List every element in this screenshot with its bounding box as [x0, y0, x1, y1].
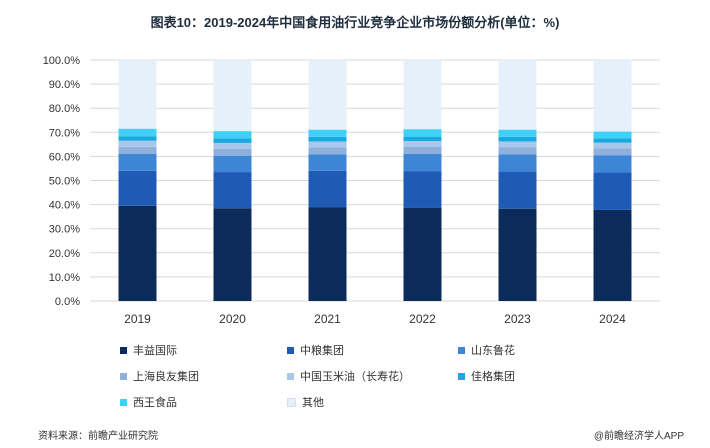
- bar-segment: [498, 208, 537, 301]
- x-tick-label: 2023: [504, 312, 531, 326]
- bar-segment: [308, 170, 347, 208]
- bar-segment: [593, 60, 632, 132]
- bar-segment: [498, 147, 537, 155]
- x-tick-label: 2019: [124, 312, 151, 326]
- bar-segment: [403, 171, 442, 208]
- bar-segment: [213, 60, 252, 132]
- bar-segment: [498, 129, 537, 137]
- bar-segment: [403, 153, 442, 172]
- bar-segment: [308, 147, 347, 155]
- y-tick-label: 30.0%: [49, 224, 80, 236]
- y-tick-label: 50.0%: [49, 176, 80, 188]
- bar-segment: [213, 131, 252, 139]
- bar-segment: [118, 128, 157, 137]
- bar-segment: [498, 60, 537, 130]
- bar-segment: [308, 154, 347, 171]
- bar-segment: [308, 207, 347, 301]
- bar-segment: [308, 60, 347, 130]
- bar-segment: [118, 60, 157, 129]
- bar-segment: [498, 136, 537, 142]
- bar-segment: [403, 147, 442, 154]
- bar-segment: [498, 154, 537, 172]
- y-tick-label: 90.0%: [49, 79, 80, 91]
- y-tick-label: 40.0%: [49, 200, 80, 212]
- bar-segment: [593, 148, 632, 156]
- y-tick-label: 100.0%: [43, 55, 81, 67]
- x-tick-label: 2022: [409, 312, 436, 326]
- bar-segment: [308, 141, 347, 148]
- bar-segment: [593, 138, 632, 143]
- y-tick-label: 10.0%: [49, 272, 80, 284]
- bar-segment: [498, 171, 537, 209]
- bar-segment: [118, 170, 157, 206]
- bar-segment: [593, 131, 632, 139]
- y-tick-label: 60.0%: [49, 151, 80, 163]
- chart-title: 图表10：2019-2024年中国食用油行业竞争企业市场份额分析(单位：%): [150, 15, 560, 30]
- bar-segment: [213, 148, 252, 156]
- brand-credit: @前瞻经济学人APP: [593, 431, 684, 442]
- y-tick-label: 80.0%: [49, 103, 80, 115]
- bar-segment: [213, 155, 252, 173]
- y-tick-label: 70.0%: [49, 127, 80, 139]
- bar-segment: [498, 141, 537, 148]
- bar-segment: [118, 205, 157, 301]
- bar-segment: [593, 209, 632, 301]
- bar-segment: [118, 140, 157, 147]
- bar-segment: [403, 129, 442, 137]
- x-tick-label: 2021: [314, 312, 341, 326]
- bar-segment: [308, 129, 347, 137]
- y-tick-label: 0.0%: [55, 296, 80, 308]
- bar-segment: [118, 136, 157, 141]
- bar-segment: [593, 172, 632, 210]
- x-tick-label: 2024: [599, 312, 626, 326]
- bar-segment: [593, 155, 632, 173]
- bar-segment: [213, 138, 252, 143]
- bar-segment: [403, 140, 442, 148]
- bar-segment: [213, 142, 252, 149]
- bar-segment: [403, 136, 442, 141]
- bar-segment: [593, 142, 632, 149]
- x-tick-label: 2020: [219, 312, 246, 326]
- bar-segment: [118, 146, 157, 154]
- bar-segment: [403, 60, 442, 130]
- y-tick-label: 20.0%: [49, 248, 80, 260]
- bar-segment: [118, 153, 157, 171]
- bar-segment: [213, 172, 252, 209]
- source-note: 资料来源：前瞻产业研究院: [38, 431, 158, 442]
- bar-segment: [403, 207, 442, 301]
- bar-segment: [308, 136, 347, 142]
- bar-segment: [213, 208, 252, 301]
